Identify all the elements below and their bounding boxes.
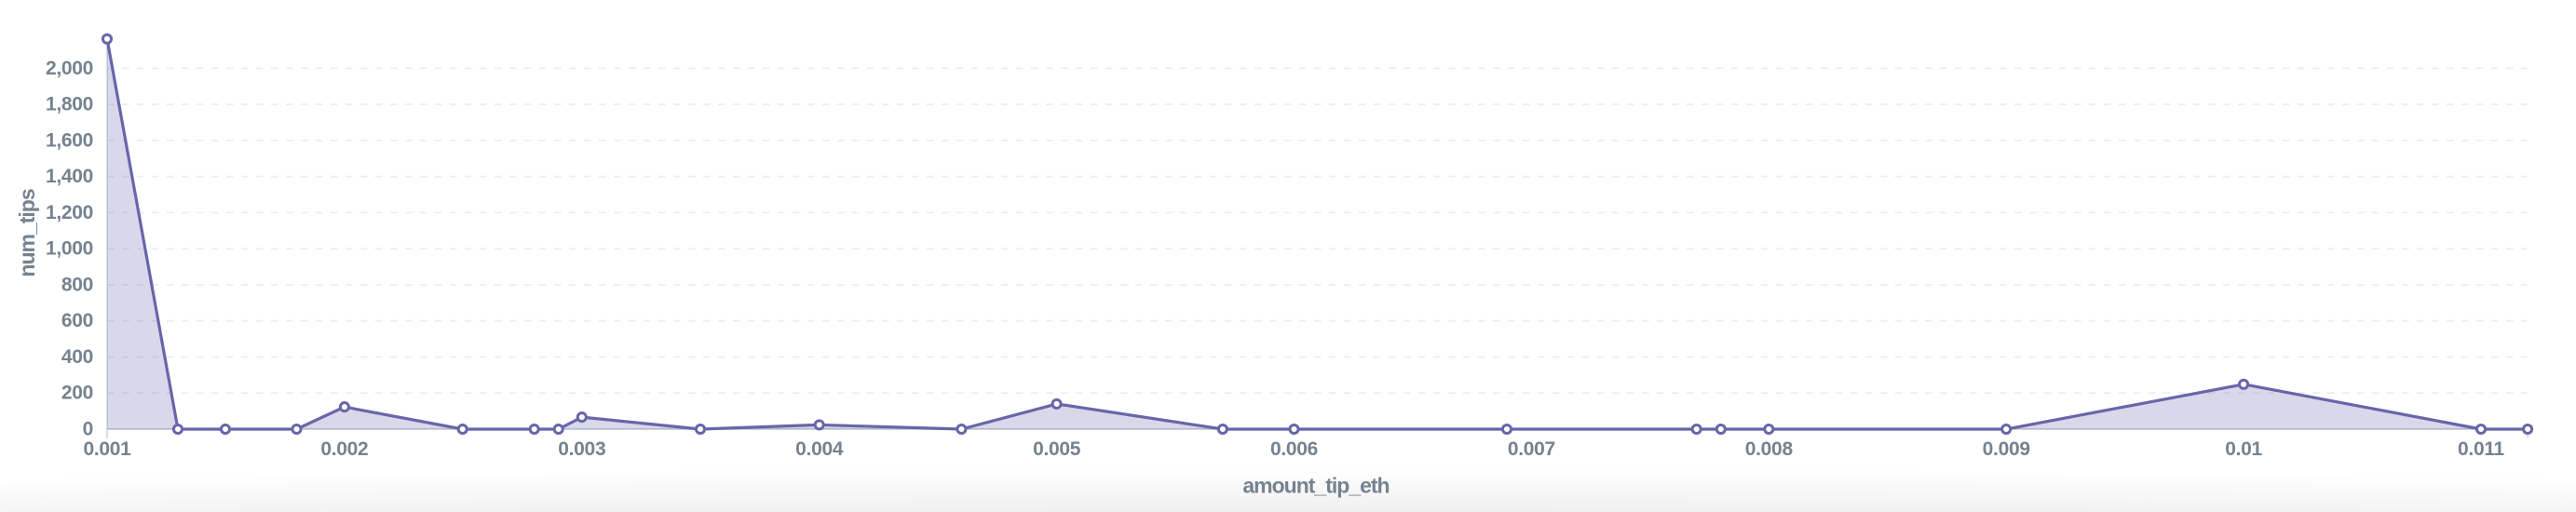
svg-text:num_tips: num_tips: [15, 189, 39, 276]
svg-text:0.006: 0.006: [1270, 438, 1318, 460]
svg-text:800: 800: [61, 275, 93, 296]
svg-text:0.009: 0.009: [1983, 438, 2030, 460]
svg-text:1,000: 1,000: [46, 238, 93, 260]
svg-text:0.005: 0.005: [1033, 438, 1081, 460]
svg-text:0.011: 0.011: [2458, 438, 2505, 460]
svg-text:0.002: 0.002: [320, 438, 368, 460]
svg-text:0.01: 0.01: [2225, 438, 2262, 460]
svg-text:0.003: 0.003: [558, 438, 605, 460]
svg-text:0.001: 0.001: [83, 438, 131, 460]
svg-text:0.008: 0.008: [1745, 438, 1794, 460]
svg-text:0.004: 0.004: [795, 438, 844, 460]
svg-text:2,000: 2,000: [46, 58, 93, 79]
svg-text:amount_tip_eth: amount_tip_eth: [1242, 474, 1389, 498]
svg-text:1,200: 1,200: [46, 202, 93, 223]
svg-text:1,800: 1,800: [46, 94, 93, 115]
svg-text:1,400: 1,400: [46, 166, 93, 187]
svg-text:600: 600: [61, 310, 93, 331]
svg-text:200: 200: [61, 383, 93, 404]
svg-text:400: 400: [61, 346, 93, 368]
svg-text:0: 0: [83, 419, 93, 440]
svg-text:1,600: 1,600: [46, 129, 93, 151]
svg-text:0.007: 0.007: [1508, 438, 1555, 460]
